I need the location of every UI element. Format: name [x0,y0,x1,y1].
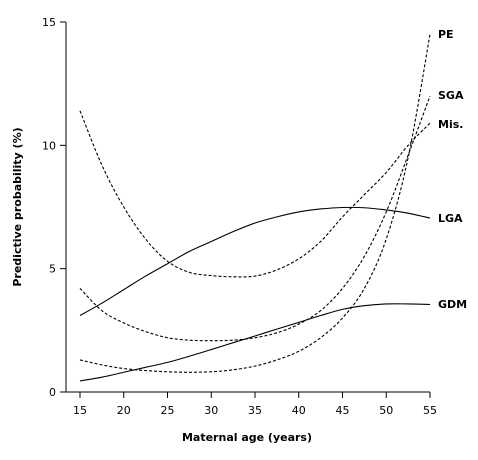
series-label-lga: LGA [438,212,463,225]
x-tick-label: 45 [336,404,350,417]
y-tick-label: 15 [42,16,56,29]
series-line-pe [79,34,431,373]
series-label-sga: SGA [438,89,464,102]
x-tick-label: 25 [161,404,175,417]
y-ticks: 0 5 10 15 [42,16,66,399]
x-tick-label: 55 [423,404,437,417]
axes: 15 20 25 30 35 40 45 50 55 0 5 10 15 [42,16,437,417]
series-lines [79,34,431,382]
series-label-pe: PE [438,28,454,41]
x-ticks: 15 20 25 30 35 40 45 50 55 [73,392,437,417]
y-tick-label: 0 [49,386,56,399]
y-axis-title: Predictive probability (%) [11,127,24,286]
series-line-mis [79,110,431,278]
series-line-gdm [79,303,431,382]
series-line-sga [79,95,431,342]
series-labels: PE SGA Mis. LGA GDM [438,28,467,311]
series-line-lga [79,206,431,317]
series-label-gdm: GDM [438,298,467,311]
x-tick-label: 35 [248,404,262,417]
x-tick-label: 20 [117,404,131,417]
x-tick-label: 30 [204,404,218,417]
series-label-mis: Mis. [438,118,463,131]
x-tick-label: 15 [73,404,87,417]
x-axis-title: Maternal age (years) [182,431,312,444]
x-tick-label: 50 [379,404,393,417]
x-tick-label: 40 [292,404,306,417]
y-tick-label: 10 [42,139,56,152]
y-tick-label: 5 [49,263,56,276]
